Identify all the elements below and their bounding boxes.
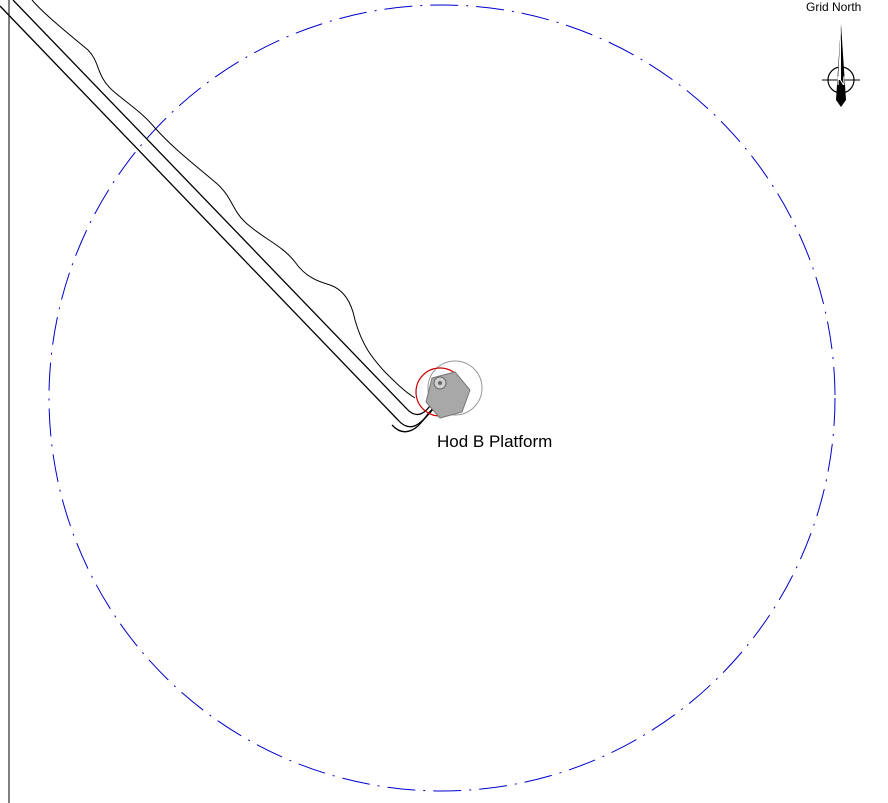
platform-symbol [415,360,483,419]
safety-zone-circle [48,4,836,792]
platform-deck [425,371,471,419]
pipeline-outer [12,0,439,416]
helideck-center [438,381,442,385]
north-arrow-label: Grid North [806,0,862,14]
platform-outer-circle [427,360,483,416]
seabed-contour-line [31,0,416,399]
pipeline-inner [0,5,441,428]
pipeline-third [391,405,437,433]
north-arrow-letter: N [837,74,846,88]
platform-label: Hod B Platform [437,432,553,451]
north-arrow-icon: N [822,24,860,107]
north-arrow-needle-highlight [838,24,841,80]
